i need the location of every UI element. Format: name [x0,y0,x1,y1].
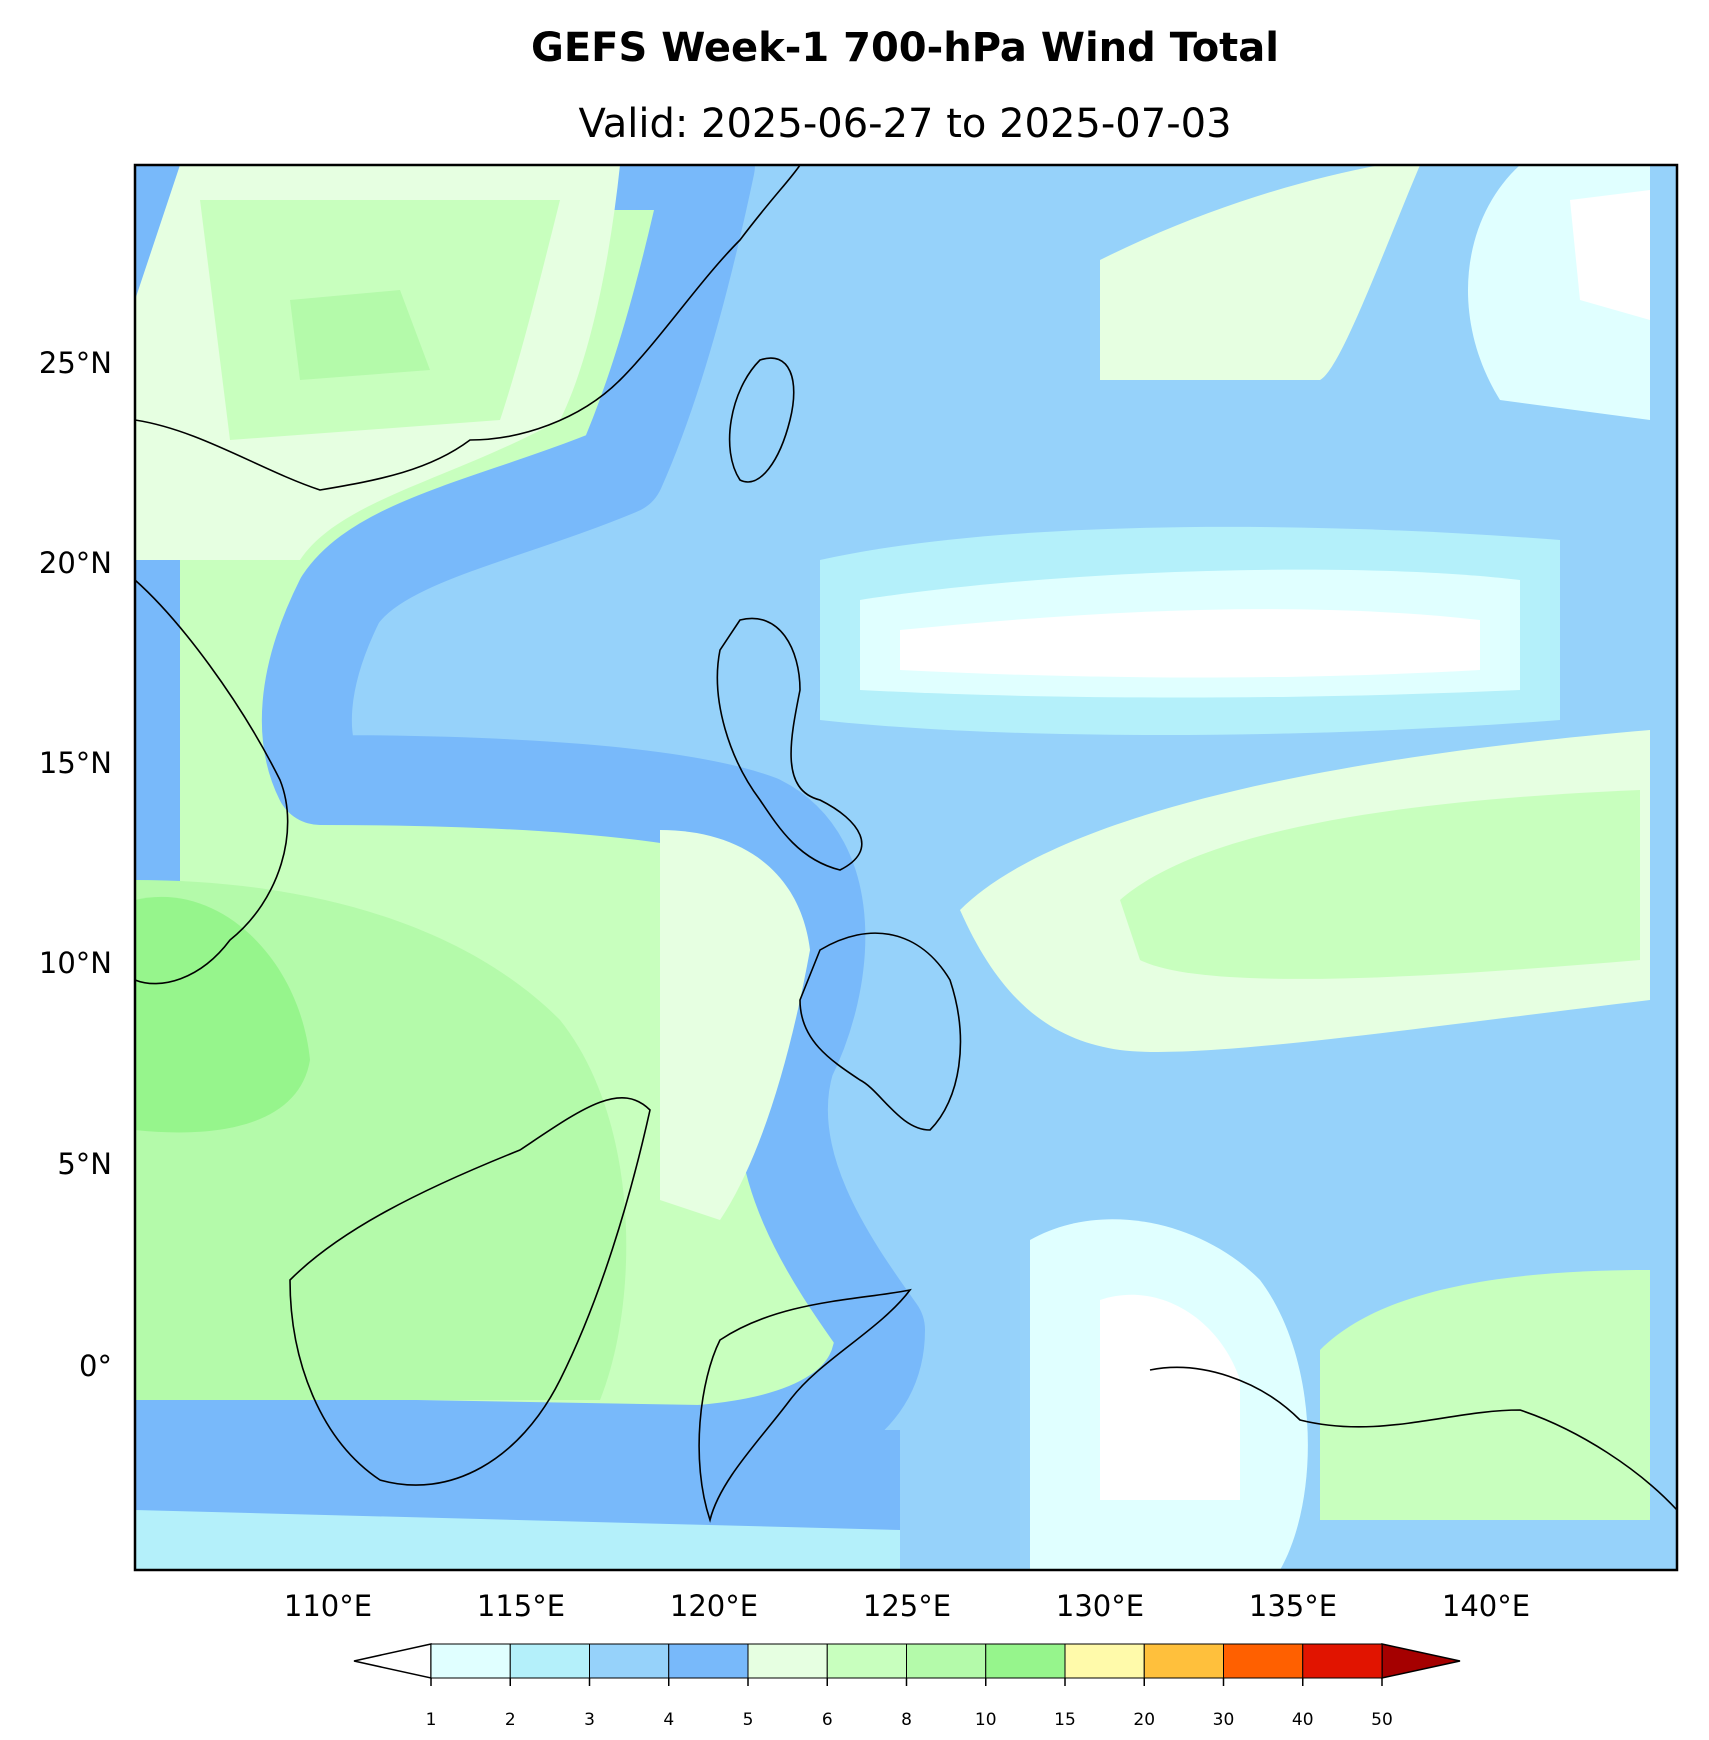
colorbar-label: 10 [975,1710,997,1730]
lat-label: 0° [79,1349,112,1383]
axis-labels: 25°N 20°N 15°N 10°N 5°N 0° 110°E 115°E 120°E 125°… [39,346,1530,1623]
lon-label: 130°E [1056,1589,1144,1623]
colorbar-box [509,1643,590,1679]
lat-label: 25°N [39,346,112,380]
lon-label: 120°E [670,1589,758,1623]
title: GEFS Week-1 700-hPa Wind Total [531,25,1279,71]
map-frame [133,163,1679,1572]
subtitle: Valid: 2025-06-27 to 2025-07-03 [578,101,1231,147]
lon-label: 135°E [1249,1589,1337,1623]
colorbar-label: 40 [1292,1710,1314,1730]
lat-label: 5°N [57,1147,112,1181]
lon-label: 125°E [863,1589,951,1623]
colorbar-label: 50 [1371,1710,1393,1730]
lon-label: 115°E [477,1589,565,1623]
colorbar-box [430,1643,511,1679]
colorbar-label: 4 [663,1710,674,1730]
colorbar-box [906,1643,987,1679]
colorbar-label: 1 [426,1710,437,1730]
colorbar-under [353,1643,432,1679]
colorbar-label: 5 [743,1710,754,1730]
colorbar: 1 2 3 4 5 6 8 10 15 20 30 40 50 [353,1643,1461,1730]
colorbar-label: 3 [584,1710,595,1730]
lon-label: 110°E [284,1589,372,1623]
colorbar-label: 2 [505,1710,516,1730]
colorbar-box [1143,1643,1224,1679]
colorbar-box [1302,1643,1383,1679]
colorbar-box [1064,1643,1145,1679]
colorbar-box [985,1643,1066,1679]
colorbar-label: 20 [1133,1710,1155,1730]
colorbar-label: 6 [822,1710,833,1730]
colorbar-label: 15 [1054,1710,1076,1730]
colorbar-box [1223,1643,1304,1679]
lat-label: 20°N [39,546,112,580]
colorbar-label: 30 [1213,1710,1235,1730]
colorbar-box [826,1643,907,1679]
wind-field [135,165,1677,1570]
colorbar-label: 8 [901,1710,912,1730]
lat-label: 15°N [39,746,112,780]
lat-label: 10°N [39,946,112,980]
colorbar-box [589,1643,670,1679]
colorbar-box [668,1643,749,1679]
colorbar-box [747,1643,828,1679]
lon-label: 140°E [1442,1589,1530,1623]
colorbar-over [1381,1643,1461,1679]
